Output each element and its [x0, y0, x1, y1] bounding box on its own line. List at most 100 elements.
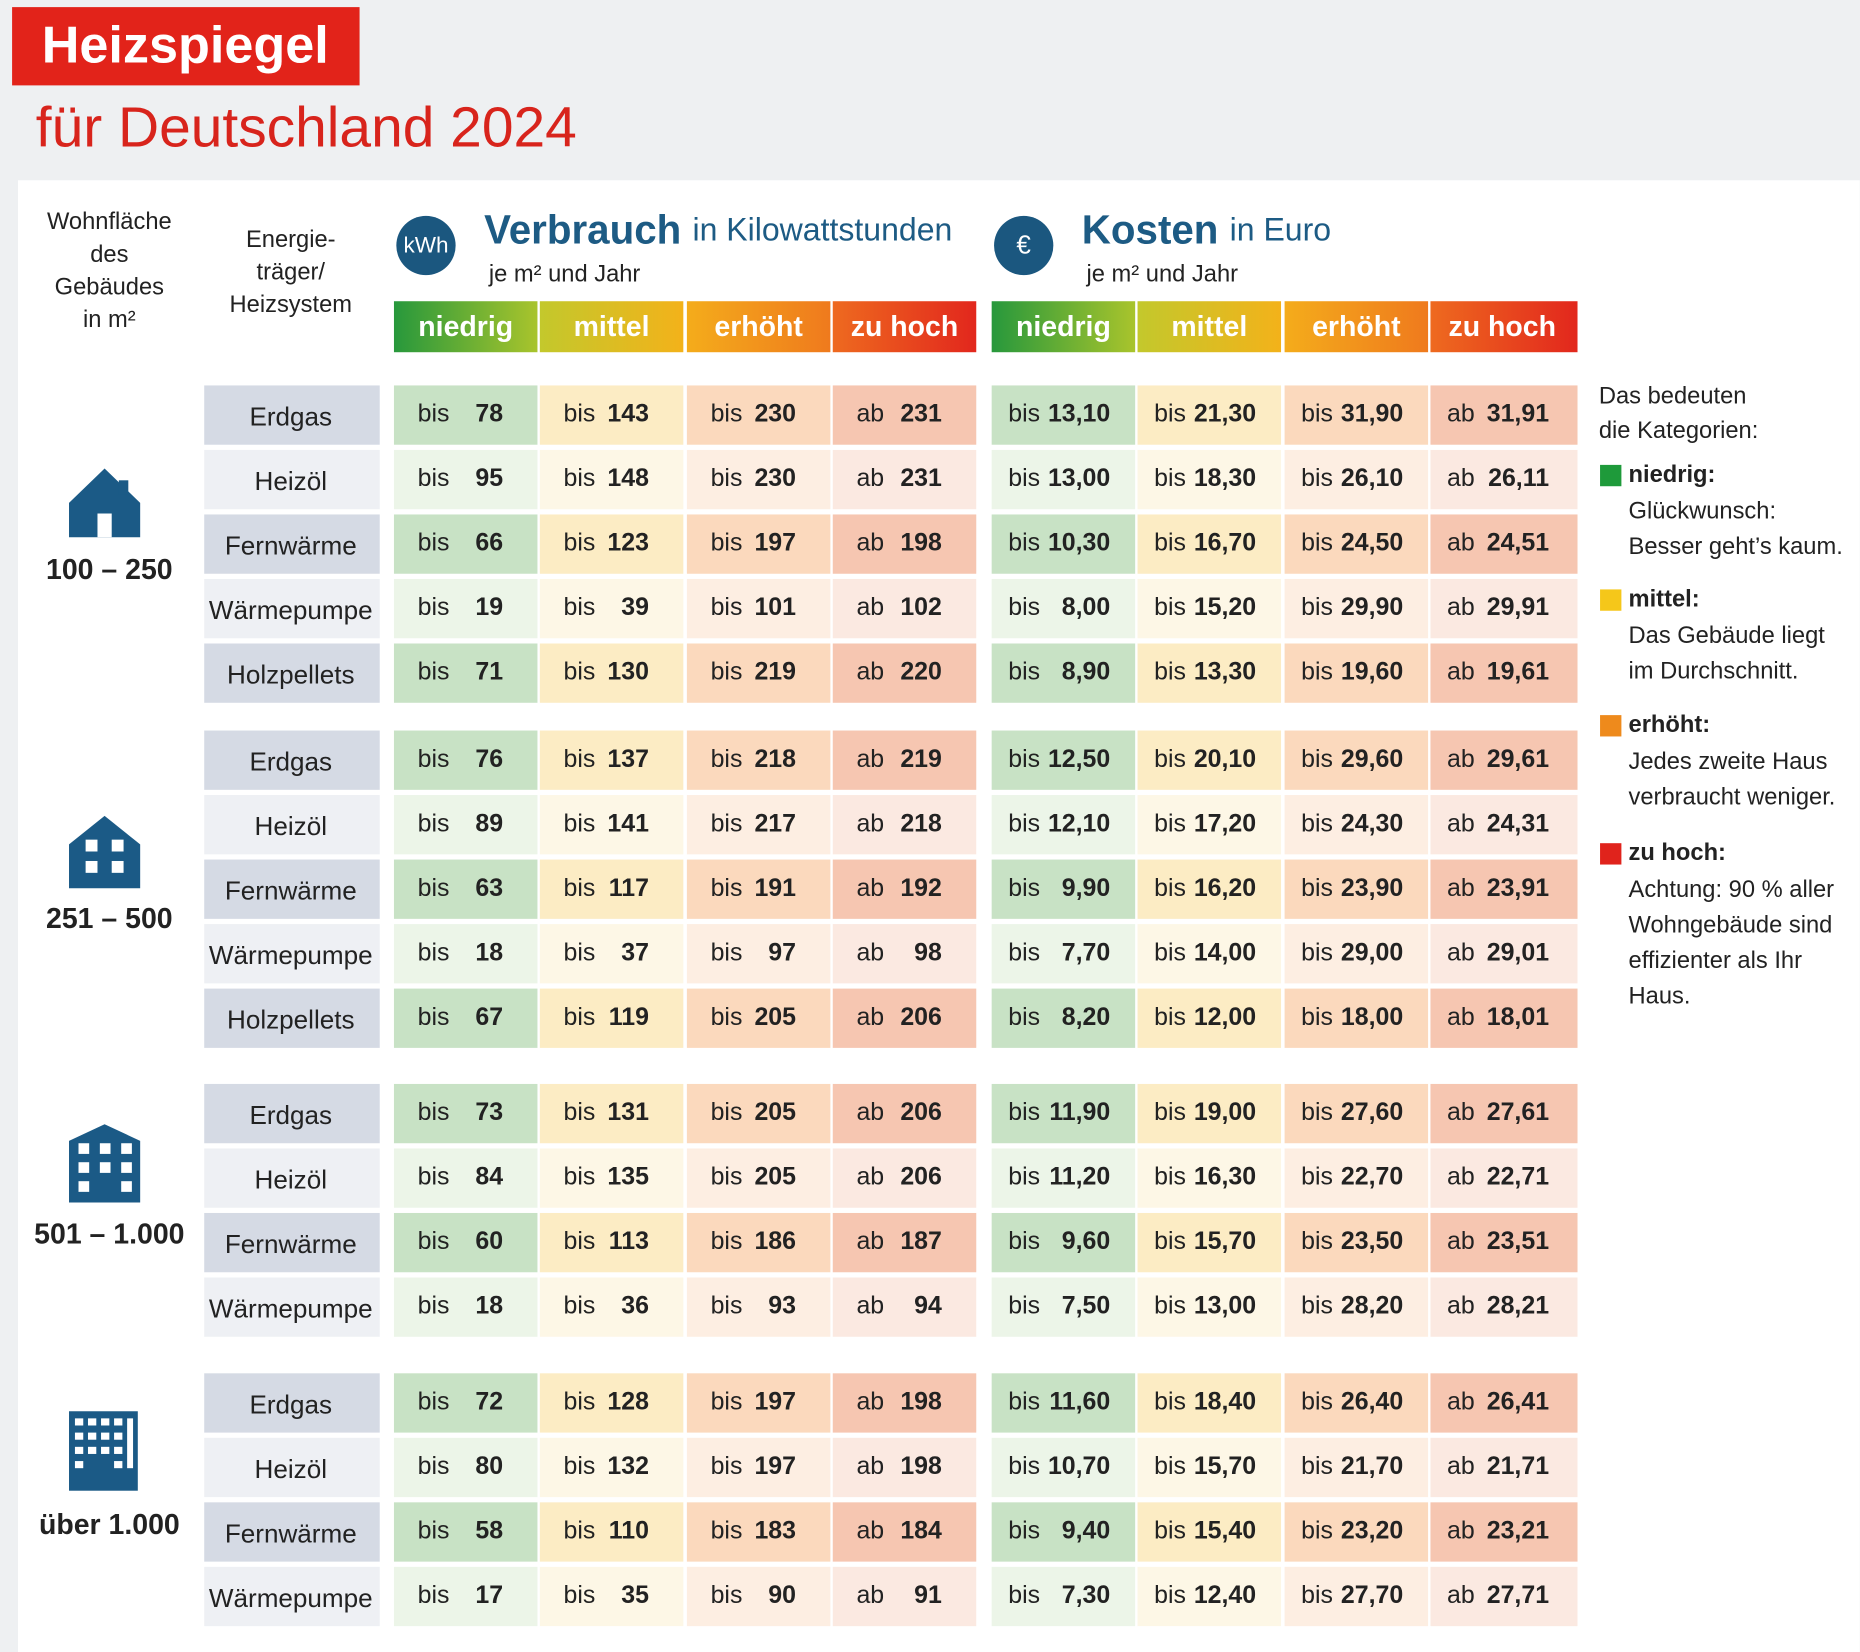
- value: 28,21: [1487, 1292, 1549, 1320]
- value-prefix: ab: [856, 1098, 884, 1126]
- value-prefix: bis: [711, 1452, 743, 1480]
- value: 11,60: [1049, 1388, 1110, 1416]
- value: 13,00: [1194, 1292, 1256, 1320]
- value-prefix: bis: [711, 658, 743, 686]
- value-cell: [539, 449, 684, 510]
- value: 93: [768, 1292, 796, 1320]
- value-prefix: bis: [1008, 1098, 1040, 1126]
- value-prefix: bis: [1008, 874, 1040, 902]
- value-cell: [539, 1437, 684, 1498]
- value-cell: [832, 1502, 977, 1562]
- value: 217: [754, 809, 796, 837]
- value-prefix: bis: [1008, 1581, 1040, 1609]
- value-cell: [393, 795, 538, 855]
- value: 198: [900, 1452, 942, 1480]
- legend-text: im Durchschnitt.: [1629, 659, 1799, 685]
- value-prefix: bis: [418, 1163, 450, 1191]
- value-prefix: bis: [1301, 529, 1333, 557]
- value: 7,70: [1062, 938, 1110, 966]
- value-prefix: ab: [1447, 1517, 1475, 1545]
- value-prefix: bis: [418, 529, 450, 557]
- value-cell: [686, 1212, 831, 1273]
- value-prefix: bis: [711, 1517, 743, 1545]
- value-cell: [686, 1437, 831, 1498]
- value: 123: [607, 529, 649, 557]
- value-cell: [539, 385, 684, 445]
- value: 76: [475, 745, 503, 773]
- value-prefix: bis: [418, 1388, 450, 1416]
- value: 231: [900, 400, 942, 428]
- value-cell: [686, 385, 831, 445]
- value-prefix: bis: [418, 464, 450, 492]
- carrier-head: Heizsystem: [230, 292, 353, 318]
- value-prefix: ab: [1447, 745, 1475, 773]
- legend-name: mittel:: [1629, 586, 1700, 612]
- value: 135: [607, 1163, 649, 1191]
- value-prefix: bis: [1301, 1388, 1333, 1416]
- value: 89: [475, 809, 503, 837]
- value: 17: [475, 1581, 503, 1609]
- value-prefix: bis: [564, 745, 596, 773]
- value: 141: [607, 809, 649, 837]
- value-cell: [1284, 859, 1429, 919]
- kwh-icon-label: kWh: [403, 233, 448, 258]
- value-cell: [1430, 730, 1578, 790]
- legend-swatch: [1600, 843, 1622, 865]
- value-cell: [539, 1148, 684, 1208]
- value-prefix: bis: [1301, 1581, 1333, 1609]
- value-prefix: bis: [1301, 464, 1333, 492]
- category-head: [393, 301, 538, 353]
- carrier: Heizöl: [255, 466, 327, 496]
- value: 18: [475, 1292, 503, 1320]
- value-cell: [991, 988, 1136, 1048]
- title-box: [12, 7, 360, 86]
- value-cell: [1284, 988, 1429, 1048]
- value-prefix: bis: [1008, 1517, 1040, 1545]
- value: 21,70: [1341, 1452, 1403, 1480]
- value-cell: [1284, 514, 1429, 574]
- value-prefix: bis: [418, 1452, 450, 1480]
- value-cell: [1137, 643, 1282, 703]
- value-prefix: bis: [1154, 1003, 1186, 1031]
- value-prefix: bis: [564, 809, 596, 837]
- value: 31,91: [1487, 400, 1549, 428]
- value-cell: [832, 859, 977, 919]
- category-head-label: niedrig: [418, 311, 513, 343]
- area-label: über 1.000: [39, 1509, 180, 1541]
- value: 80: [475, 1452, 503, 1480]
- value-prefix: ab: [1447, 593, 1475, 621]
- value-cell: [1284, 924, 1429, 984]
- value: 197: [754, 529, 796, 557]
- carrier-cell: [204, 514, 380, 574]
- value: 16,20: [1194, 874, 1256, 902]
- value: 13,10: [1048, 400, 1110, 428]
- value-cell: [1430, 1148, 1578, 1208]
- value-prefix: bis: [564, 464, 596, 492]
- value: 84: [475, 1163, 503, 1191]
- value-cell: [1430, 859, 1578, 919]
- value: 191: [754, 874, 796, 902]
- category-head: [1284, 301, 1429, 353]
- value: 7,30: [1062, 1581, 1110, 1609]
- value: 91: [914, 1581, 942, 1609]
- value: 119: [609, 1003, 649, 1031]
- value: 20,10: [1194, 745, 1256, 773]
- value: 183: [754, 1517, 796, 1545]
- value: 27,61: [1487, 1098, 1549, 1126]
- legend-text: effizienter als Ihr: [1629, 948, 1803, 974]
- value-cell: [686, 795, 831, 855]
- value: 95: [475, 464, 503, 492]
- value-cell: [1430, 449, 1578, 510]
- value: 23,21: [1487, 1517, 1549, 1545]
- value-cell: [1137, 1277, 1282, 1337]
- value-cell: [393, 859, 538, 919]
- category-head-label: erhöht: [714, 311, 803, 343]
- value: 26,41: [1487, 1388, 1549, 1416]
- category-head: [991, 301, 1136, 353]
- carrier-cell: [204, 643, 380, 703]
- value-cell: [1430, 643, 1578, 703]
- value-cell: [991, 1437, 1136, 1498]
- value-prefix: bis: [1301, 1003, 1333, 1031]
